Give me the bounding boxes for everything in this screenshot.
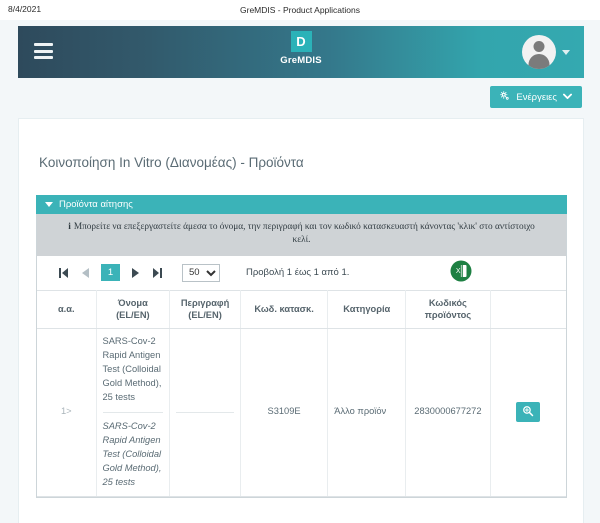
hamburger-bar (34, 43, 53, 46)
triangle-left-icon (82, 267, 89, 278)
table-head: α.α. Όνομα (EL/EN) Περιγραφή (EL/EN) (37, 289, 566, 330)
print-document-title: GreMDIS - Product Applications (240, 5, 360, 15)
table-row[interactable]: 1> SARS-Cov-2 Rapid Antigen Test (Colloi… (37, 328, 566, 497)
info-alert-text: Μπορείτε να επεξεργαστείτε άμεσα το όνομ… (73, 222, 535, 246)
column-header-label: Περιγραφή (180, 297, 230, 308)
column-header-label: Κατηγορία (343, 303, 391, 314)
name-el[interactable]: SARS-Cov-2 Rapid Antigen Test (Colloidal… (102, 336, 162, 402)
info-icon: i (68, 222, 71, 232)
brand-name: GreMDIS (280, 55, 322, 66)
excel-export-icon[interactable]: X (448, 258, 474, 284)
pagination-first-button[interactable] (57, 266, 70, 279)
app-frame: D GreMDIS Ενέργειες (0, 20, 600, 523)
cell-manufacturer-code[interactable]: S3109E (240, 328, 329, 497)
last-page-icon (153, 267, 162, 278)
cell-category: Άλλο προϊόν (327, 328, 407, 497)
column-header-description[interactable]: Περιγραφή (EL/EN) (169, 289, 241, 330)
pagination-next-button[interactable] (129, 266, 142, 279)
column-header-sublabel: (EL/EN) (116, 309, 150, 320)
results-info: Προβολή 1 έως 1 από 1. (246, 267, 350, 279)
search-zoom-icon (522, 405, 534, 420)
row-index: 1 (60, 406, 67, 417)
name-en[interactable]: SARS-Cov-2 Rapid Antigen Test (Colloidal… (102, 420, 162, 487)
column-header-label: α.α. (57, 303, 75, 314)
page-title: Κοινοποίηση In Vitro (Διανομέας) - Προϊό… (39, 155, 304, 170)
cell-index[interactable]: 1> (37, 328, 97, 497)
actions-button-label: Ενέργειες (516, 91, 557, 103)
pagination-current-page[interactable]: 1 (101, 264, 120, 282)
triangle-right-icon (132, 267, 139, 278)
chevron-down-icon (563, 92, 572, 103)
gear-icon (500, 90, 510, 104)
cell-product-code: 2830000677272 (405, 328, 491, 497)
svg-text:X: X (456, 268, 461, 275)
pagination-prev-button[interactable] (79, 266, 92, 279)
view-product-button[interactable] (516, 402, 541, 423)
column-header-product-code[interactable]: Κωδικός προϊόντος (405, 289, 491, 330)
pagination-last-button[interactable] (151, 266, 164, 279)
column-header-category[interactable]: Κατηγορία (327, 289, 407, 330)
column-header-name[interactable]: Όνομα (EL/EN) (96, 289, 171, 330)
hamburger-bar (34, 49, 53, 53)
chevron-down-icon[interactable] (562, 49, 570, 55)
products-table: α.α. Όνομα (EL/EN) Περιγραφή (EL/EN) (37, 289, 566, 497)
pagination: 1 (57, 264, 164, 282)
column-header-label: Όνομα (117, 297, 148, 308)
cell-divider (176, 411, 234, 413)
cell-divider (102, 411, 164, 413)
avatar[interactable] (522, 35, 556, 69)
column-header-actions (490, 289, 566, 330)
chevron-down-icon (45, 202, 53, 207)
hamburger-icon[interactable] (34, 43, 53, 59)
cell-actions (490, 328, 566, 497)
column-header-manufacturer-code[interactable]: Κωδ. κατασκ. (240, 289, 329, 330)
actions-button[interactable]: Ενέργειες (490, 86, 582, 108)
print-header: 8/4/2021 GreMDIS - Product Applications (0, 0, 600, 20)
first-page-icon (59, 267, 68, 278)
hamburger-bar (34, 56, 53, 59)
chevron-right-icon[interactable]: > (66, 406, 72, 417)
user-menu[interactable] (522, 35, 570, 69)
column-header-index[interactable]: α.α. (37, 289, 97, 330)
cell-description[interactable] (169, 328, 241, 497)
page-size-select[interactable]: 50 (182, 263, 220, 282)
column-header-sublabel: (EL/EN) (188, 309, 222, 320)
cell-name[interactable]: SARS-Cov-2 Rapid Antigen Test (Colloidal… (96, 328, 171, 497)
panel-body: i Μπορείτε να επεξεργαστείτε άμεσα το όνο… (36, 214, 567, 498)
grid-toolbar: 1 50 (37, 255, 566, 290)
actions-toolbar: Ενέργειες (490, 86, 582, 108)
products-panel: Προϊόντα αίτησης i Μπορείτε να επεξεργαστ… (36, 195, 567, 498)
panel-title: Προϊόντα αίτησης (59, 199, 133, 210)
column-header-label: Κωδ. κατασκ. (254, 303, 314, 314)
panel-header[interactable]: Προϊόντα αίτησης (36, 195, 567, 214)
column-header-sublabel: προϊόντος (424, 309, 472, 320)
print-date: 8/4/2021 (8, 4, 42, 14)
top-navbar: D GreMDIS (18, 26, 584, 78)
info-alert: i Μπορείτε να επεξεργαστείτε άμεσα το όνο… (37, 214, 566, 256)
brand[interactable]: D GreMDIS (18, 31, 584, 66)
table-header-row: α.α. Όνομα (EL/EN) Περιγραφή (EL/EN) (37, 289, 566, 330)
content-card: Κοινοποίηση In Vitro (Διανομέας) - Προϊό… (18, 118, 584, 523)
brand-logo-icon: D (290, 31, 312, 52)
column-header-label: Κωδικός (428, 297, 467, 308)
table-body: 1> SARS-Cov-2 Rapid Antigen Test (Colloi… (37, 328, 566, 497)
